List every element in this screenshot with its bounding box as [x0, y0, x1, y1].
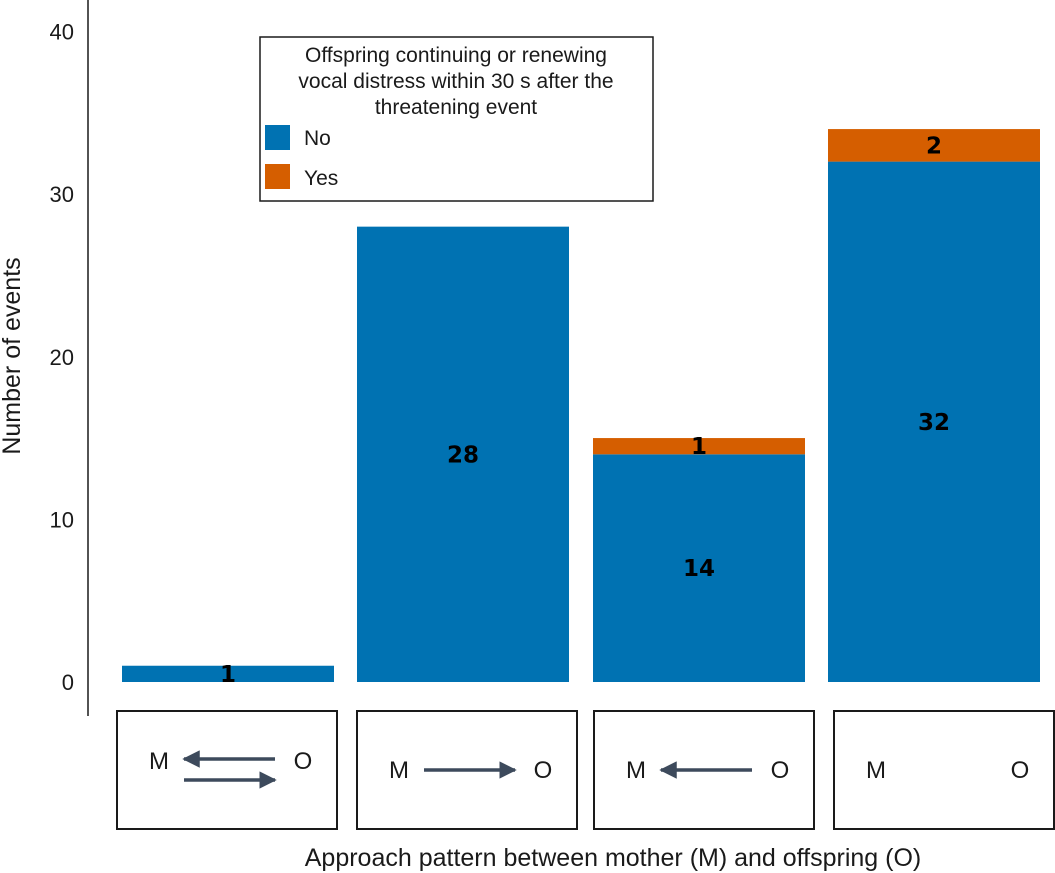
bars: [122, 129, 1040, 683]
data-label-no-1: 1: [220, 662, 236, 688]
y-tick-label: 40: [50, 20, 74, 45]
y-tick-label: 30: [50, 182, 74, 207]
legend-swatch-yes: [265, 164, 290, 189]
legend-box: [259, 36, 654, 202]
mother-label: M: [389, 757, 409, 784]
y-tick-labels: 0 10 20 30 40: [50, 20, 74, 696]
offspring-label: O: [294, 748, 313, 775]
bar-no-3: [593, 454, 805, 682]
data-label-no-4: 32: [918, 410, 950, 436]
offspring-label: O: [1011, 757, 1030, 784]
offspring-label: O: [534, 757, 553, 784]
legend-title-line-3: threatening event: [375, 96, 537, 119]
data-label-no-2: 28: [447, 442, 479, 468]
legend: Offspring continuing or renewing vocal d…: [259, 36, 654, 202]
x-axis-title: Approach pattern between mother (M) and …: [305, 844, 922, 872]
bar-no-4: [828, 161, 1040, 683]
data-label-no-3: 14: [683, 556, 715, 582]
bar-no-2: [357, 226, 569, 682]
mother-label: M: [866, 757, 886, 784]
y-tick-label: 10: [50, 507, 74, 532]
legend-title-line-2: vocal distress within 30 s after the: [298, 70, 613, 93]
legend-swatch-no: [265, 125, 290, 150]
category-panel-1: [116, 710, 338, 830]
bar-data-labels: 1 28 14 1 32 2: [220, 133, 950, 688]
data-label-yes-3: 1: [691, 434, 707, 460]
y-tick-label: 20: [50, 345, 74, 370]
legend-label-yes: Yes: [304, 167, 338, 190]
legend-label-no: No: [304, 127, 331, 150]
bar-yes-4: [828, 129, 1040, 162]
mother-label: M: [149, 748, 169, 775]
mother-label: M: [626, 757, 646, 784]
y-axis-title: Number of events: [0, 257, 26, 454]
bar-yes-3: [593, 438, 805, 455]
bar-no-1: [122, 665, 334, 682]
legend-title-line-1: Offspring continuing or renewing: [305, 44, 607, 67]
offspring-label: O: [771, 757, 790, 784]
y-tick-label: 0: [62, 670, 74, 695]
data-label-yes-4: 2: [926, 133, 942, 159]
category-panel-4: [833, 710, 1055, 830]
